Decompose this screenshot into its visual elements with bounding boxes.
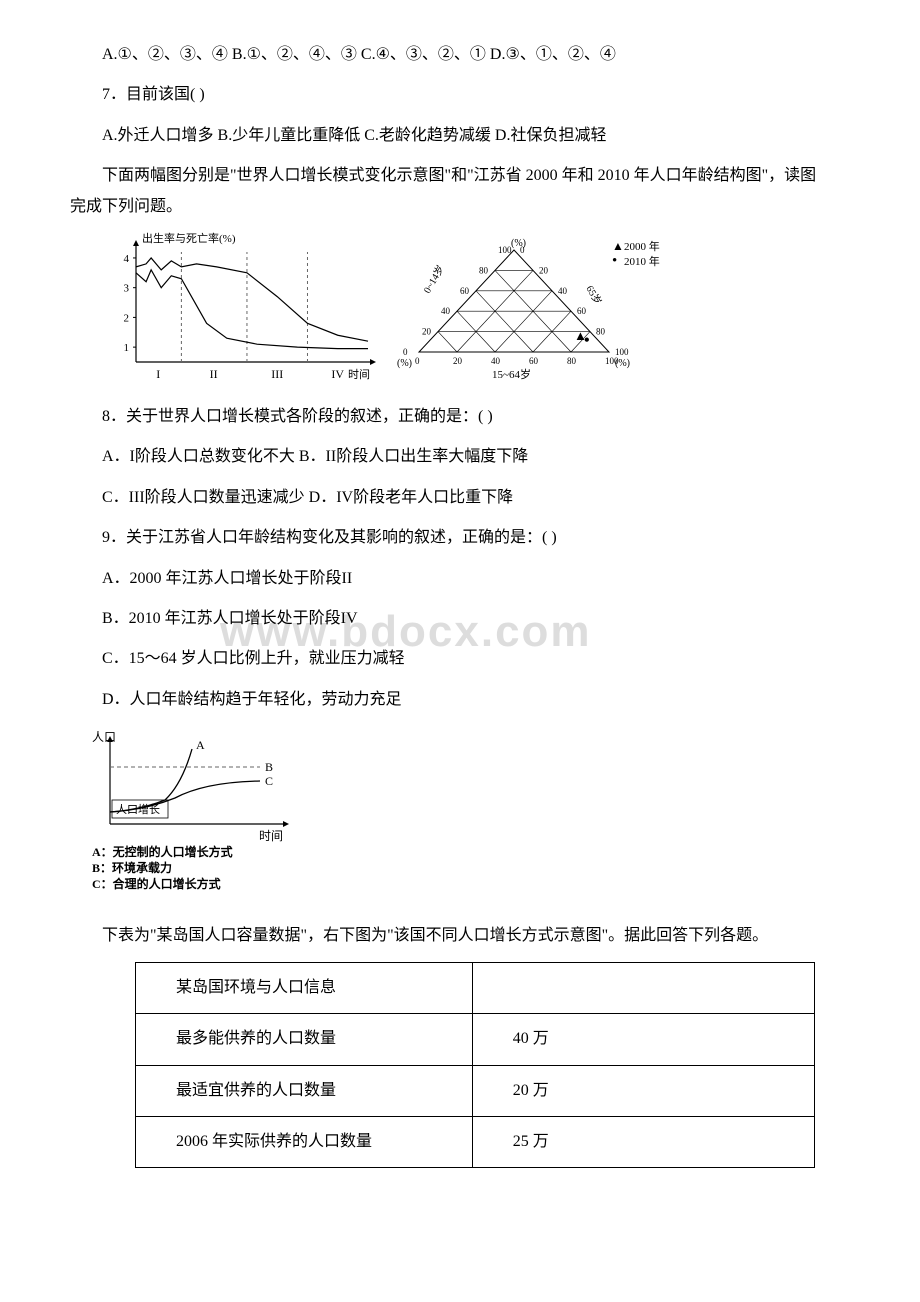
svg-text:时间: 时间: [348, 368, 370, 381]
cell: 2006 年实际供养的人口数量: [136, 1117, 473, 1168]
intro1: 下面两幅图分别是"世界人口增长模式变化示意图"和"江苏省 2000 年和 201…: [70, 161, 820, 222]
q9-a: A．2000 年江苏人口增长处于阶段II: [70, 564, 820, 594]
q8-stem: 8．关于世界人口增长模式各阶段的叙述，正确的是：( ): [70, 402, 820, 432]
svg-text:IV: IV: [331, 367, 344, 381]
svg-text:1: 1: [124, 342, 130, 354]
q9-stem: 9．关于江苏省人口年龄结构变化及其影响的叙述，正确的是：( ): [70, 523, 820, 553]
svg-text:(%): (%): [397, 358, 412, 369]
svg-text:时间: 时间: [259, 829, 283, 843]
triangle-chart: 020406080100020406080100020406080100(%)0…: [384, 232, 664, 387]
svg-text:80: 80: [567, 356, 577, 366]
svg-text:0: 0: [415, 356, 420, 366]
svg-text:C: C: [265, 774, 273, 788]
svg-text:80: 80: [596, 327, 606, 337]
svg-text:60: 60: [460, 286, 470, 296]
svg-text:I: I: [156, 367, 160, 381]
table-row: 2006 年实际供养的人口数量 25 万: [136, 1117, 815, 1168]
cell: [472, 962, 814, 1013]
svg-text:2010 年: 2010 年: [624, 254, 660, 268]
svg-text:C：合理的人口增长方式: C：合理的人口增长方式: [92, 876, 221, 891]
svg-text:2: 2: [124, 312, 130, 324]
cell: 20 万: [472, 1065, 814, 1116]
svg-text:(%): (%): [615, 358, 630, 369]
cell: 40 万: [472, 1014, 814, 1065]
svg-text:出生率与死亡率(%): 出生率与死亡率(%): [142, 232, 236, 245]
q8-cd: C．III阶段人口数量迅速减少 D．IV阶段老年人口比重下降: [70, 483, 820, 513]
q8-ab: A．I阶段人口总数变化不大 B．II阶段人口出生率大幅度下降: [70, 442, 820, 472]
q9-d: D．人口年龄结构趋于年轻化，劳动力充足: [70, 685, 820, 715]
q7-options: A.外迁人口增多 B.少年儿童比重降低 C.老龄化趋势减缓 D.社保负担减轻: [70, 121, 820, 151]
svg-text:III: III: [271, 367, 283, 381]
svg-text:B: B: [265, 760, 273, 774]
q9-b: B．2010 年江苏人口增长处于阶段IV: [70, 604, 820, 634]
svg-text:20: 20: [453, 356, 463, 366]
svg-text:40: 40: [491, 356, 501, 366]
svg-text:人口: 人口: [92, 730, 116, 744]
svg-text:65岁: 65岁: [583, 283, 604, 307]
svg-text:•: •: [584, 332, 590, 349]
svg-text:2000 年: 2000 年: [624, 239, 660, 253]
svg-text:▲: ▲: [612, 239, 624, 253]
svg-text:0: 0: [403, 347, 408, 357]
intro2: 下表为"某岛国人口容量数据"，右下图为"该国不同人口增长方式示意图"。据此回答下…: [70, 921, 820, 951]
svg-text:3: 3: [124, 283, 130, 295]
table-row: 最多能供养的人口数量 40 万: [136, 1014, 815, 1065]
q6-options: A.①、②、③、④ B.①、②、④、③ C.④、③、②、① D.③、①、②、④: [70, 40, 820, 70]
svg-text:4: 4: [124, 253, 130, 265]
svg-text:20: 20: [539, 265, 549, 275]
svg-text:20: 20: [422, 327, 432, 337]
q9-c: C．15～64 岁人口比例上升，就业压力减轻: [70, 644, 820, 674]
svg-text:80: 80: [479, 265, 489, 275]
svg-text:60: 60: [529, 356, 539, 366]
svg-text:40: 40: [441, 306, 451, 316]
svg-text:0~14岁: 0~14岁: [420, 263, 446, 296]
cell: 25 万: [472, 1117, 814, 1168]
svg-text:•: •: [612, 253, 617, 269]
table-row: 某岛国环境与人口信息: [136, 962, 815, 1013]
cell: 最多能供养的人口数量: [136, 1014, 473, 1065]
svg-text:II: II: [210, 367, 218, 381]
svg-text:40: 40: [558, 286, 568, 296]
svg-text:100: 100: [498, 245, 512, 255]
svg-text:A：无控制的人口增长方式: A：无控制的人口增长方式: [92, 844, 233, 859]
population-growth-chart: 人口时间 B A C 人口增长 A：无控制的人口增长方式B：环境承载力C：合理的人口增长方…: [90, 729, 320, 904]
q7-stem: 7．目前该国( ): [70, 80, 820, 110]
svg-text:A: A: [196, 738, 205, 752]
table-row: 最适宜供养的人口数量 20 万: [136, 1065, 815, 1116]
island-table: 某岛国环境与人口信息 最多能供养的人口数量 40 万 最适宜供养的人口数量 20…: [135, 962, 815, 1169]
growth-modes-chart: 1234出生率与死亡率(%)IIIIIIIV时间: [100, 232, 380, 392]
svg-text:(%): (%): [511, 238, 526, 249]
svg-text:60: 60: [577, 306, 587, 316]
cell: 最适宜供养的人口数量: [136, 1065, 473, 1116]
svg-text:人口增长: 人口增长: [116, 802, 160, 816]
svg-text:B：环境承载力: B：环境承载力: [92, 860, 172, 875]
svg-text:15~64岁: 15~64岁: [492, 367, 531, 381]
cell: 某岛国环境与人口信息: [136, 962, 473, 1013]
